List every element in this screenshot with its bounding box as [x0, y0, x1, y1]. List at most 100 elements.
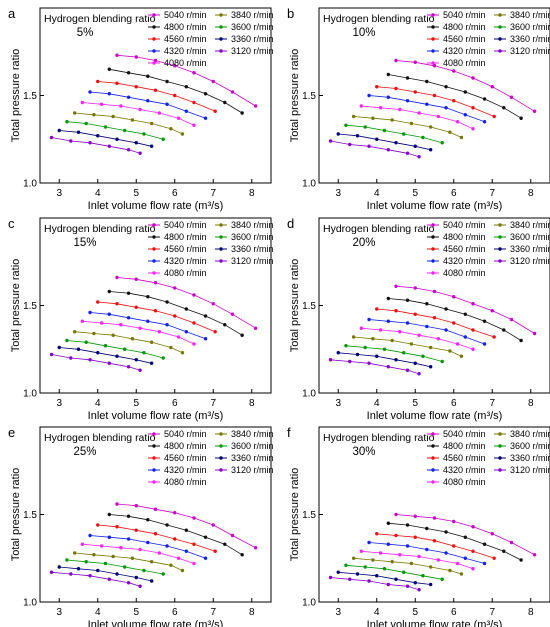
panel-e: e Hydrogen blending ratio 25% 3 4 5 6 7 8 1.0 1.5 I…: [8, 425, 274, 627]
data-point: [126, 514, 131, 518]
series-line: [82, 543, 195, 564]
data-point: [157, 330, 162, 334]
data-point: [169, 563, 173, 567]
x-tick-label: 3: [56, 398, 62, 409]
data-point: [126, 537, 131, 541]
legend-swatch-marker: [219, 49, 223, 53]
data-point: [123, 128, 127, 133]
data-point: [398, 553, 402, 557]
x-tick-label: 6: [172, 607, 178, 618]
panel-label: b: [287, 6, 294, 21]
legend-item: 5040 r/min: [427, 220, 486, 230]
data-point: [367, 144, 371, 148]
legend-label: 4800 r/min: [164, 232, 207, 242]
series-line: [338, 571, 431, 585]
data-point: [142, 132, 146, 136]
data-point: [165, 523, 169, 527]
data-point: [126, 71, 131, 75]
data-point: [72, 330, 77, 334]
data-point: [130, 118, 135, 122]
data-point: [161, 572, 165, 576]
x-tick-label: 3: [335, 607, 341, 618]
y-axis-label: Total pressure ratio: [10, 468, 22, 562]
series-line: [338, 133, 431, 151]
data-point: [532, 109, 537, 113]
data-point: [240, 111, 244, 115]
legend-item: 5040 r/min: [148, 220, 207, 230]
data-point: [180, 132, 185, 136]
series-line: [116, 503, 256, 549]
data-point: [134, 575, 138, 580]
data-point: [394, 533, 398, 538]
legend-item: 3840 r/min: [215, 429, 274, 439]
data-point: [69, 356, 73, 360]
data-point: [192, 293, 196, 297]
data-point: [375, 85, 379, 89]
data-point: [425, 324, 429, 329]
data-point: [88, 533, 92, 538]
data-point: [88, 574, 92, 578]
data-point: [375, 532, 379, 536]
series-line: [97, 301, 216, 333]
data-point: [402, 570, 406, 574]
data-point: [367, 540, 371, 545]
data-point: [92, 113, 96, 117]
data-point: [146, 540, 150, 545]
legend-label: 3120 r/min: [231, 46, 274, 56]
series-line: [109, 291, 243, 336]
x-tick-label: 6: [451, 607, 457, 618]
data-point: [413, 361, 417, 365]
legend-item: 4800 r/min: [148, 22, 207, 32]
data-point: [413, 144, 417, 148]
data-point: [382, 128, 387, 133]
x-tick-label: 5: [412, 188, 418, 199]
legend-label: 3600 r/min: [231, 441, 274, 451]
legend-item: 3600 r/min: [494, 441, 550, 451]
legend-label: 4080 r/min: [164, 268, 207, 278]
data-point: [367, 361, 371, 365]
data-point: [223, 542, 227, 546]
data-point: [386, 95, 390, 99]
series-line: [109, 68, 243, 114]
data-point: [173, 64, 177, 68]
panel-label: f: [287, 425, 291, 440]
data-point: [153, 532, 158, 536]
data-point: [146, 319, 150, 323]
data-point: [146, 518, 150, 522]
legend-item: 3360 r/min: [215, 244, 274, 254]
legend-label: 3120 r/min: [231, 256, 274, 266]
data-point: [240, 333, 244, 337]
data-point: [448, 130, 452, 134]
x-tick-label: 3: [56, 607, 62, 618]
data-point: [176, 556, 181, 560]
series-line: [368, 542, 485, 564]
data-point: [394, 86, 398, 91]
legend-item: 3600 r/min: [494, 22, 550, 32]
data-point: [448, 568, 452, 573]
data-point: [138, 368, 142, 372]
data-point: [65, 558, 69, 562]
data-point: [444, 551, 448, 555]
data-point: [405, 321, 410, 325]
data-point: [134, 305, 138, 309]
data-point: [138, 107, 142, 112]
panel-label: a: [8, 6, 16, 21]
data-point: [371, 558, 375, 562]
data-point: [394, 58, 398, 63]
y-axis-label: Total pressure ratio: [10, 259, 22, 353]
data-point: [211, 523, 215, 527]
panel-d: d Hydrogen blending ratio 20% 3 4 5 6 7 8 1.0 1.5 I…: [287, 216, 550, 422]
legend-label: 3840 r/min: [231, 10, 274, 20]
data-point: [405, 99, 410, 103]
legend-swatch-marker: [219, 25, 223, 29]
legend-item: 3600 r/min: [215, 232, 274, 242]
legend-label: 5040 r/min: [164, 220, 207, 230]
data-point: [134, 141, 138, 145]
legend-item: 3840 r/min: [215, 220, 274, 230]
data-point: [123, 565, 127, 569]
data-point: [459, 572, 464, 576]
data-point: [203, 556, 208, 560]
data-point: [149, 560, 154, 564]
data-point: [88, 310, 92, 315]
legend-swatch-marker: [219, 456, 223, 460]
